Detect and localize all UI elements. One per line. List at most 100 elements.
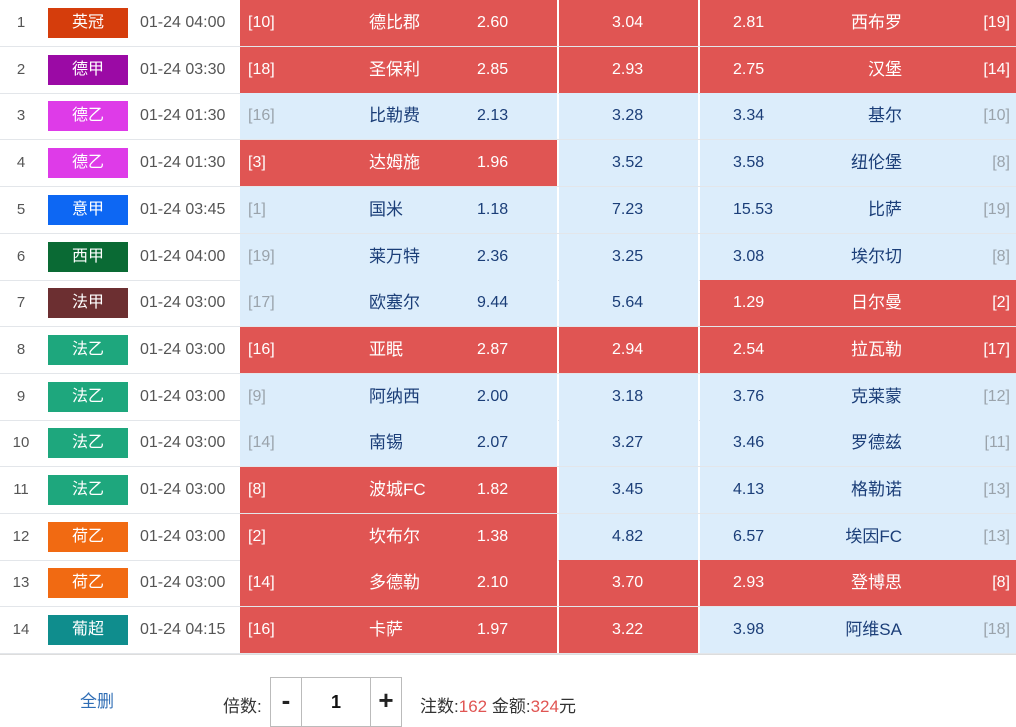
away-team: 登博思 (851, 573, 902, 593)
draw-odds: 3.25 (612, 247, 644, 265)
away-win-option[interactable]: 3.46 罗德兹 [11] (700, 420, 1016, 467)
league-badge: 西甲 (48, 241, 128, 272)
home-odds: 1.82 (477, 481, 509, 498)
draw-option[interactable]: 7.23 (559, 186, 699, 233)
draw-option[interactable]: 3.70 (559, 560, 699, 607)
home-rank: [17] (248, 294, 275, 312)
away-rank: [10] (983, 107, 1010, 125)
increase-button[interactable]: + (370, 678, 401, 726)
league-badge: 法乙 (48, 334, 128, 365)
draw-option[interactable]: 3.22 (559, 607, 699, 654)
home-win-option[interactable]: [8] 波城FC 1.82 (240, 467, 558, 513)
away-win-option[interactable]: 15.53 比萨 [19] (700, 186, 1016, 233)
away-win-option[interactable]: 2.54 拉瓦勒 [17] (700, 326, 1016, 373)
row-number: 13 (12, 574, 30, 592)
draw-option[interactable]: 3.52 (559, 140, 699, 187)
row-number: 5 (16, 200, 26, 218)
home-win-option[interactable]: [3] 达姆施 1.96 (240, 140, 558, 187)
home-win-option[interactable]: [1] 国米 1.18 (240, 186, 558, 233)
draw-option[interactable]: 2.93 (559, 46, 699, 93)
clear-all-button[interactable]: 全删 (80, 692, 114, 711)
away-team: 基尔 (868, 106, 902, 126)
league-badge: 德乙 (48, 101, 128, 132)
draw-odds: 5.64 (612, 294, 644, 312)
home-win-option[interactable]: [16] 亚眠 2.87 (240, 326, 558, 373)
away-win-option[interactable]: 3.98 阿维SA [18] (700, 607, 1016, 654)
away-team: 日尔曼 (851, 293, 902, 313)
away-odds: 3.34 (733, 107, 765, 125)
home-win-option[interactable]: [2] 坎布尔 1.38 (240, 513, 558, 560)
draw-option[interactable]: 3.18 (559, 373, 699, 420)
multiplier-input[interactable]: 1 (330, 692, 341, 712)
match-time: 01-24 04:00 (140, 247, 226, 265)
draw-odds: 2.93 (612, 60, 644, 78)
away-rank: [18] (983, 621, 1010, 639)
home-win-option[interactable]: [18] 圣保利 2.85 (240, 46, 558, 93)
away-win-option[interactable]: 2.75 汉堡 [14] (700, 46, 1016, 93)
draw-option[interactable]: 3.04 (559, 0, 699, 46)
row-number: 4 (16, 154, 26, 172)
match-time: 01-24 03:30 (140, 60, 226, 78)
bet-footer: 全删 倍数: - 1 + 注数:162 金额:324元 (0, 654, 1016, 727)
home-win-option[interactable]: [16] 卡萨 1.97 (240, 607, 558, 654)
draw-option[interactable]: 2.94 (559, 326, 699, 373)
decrease-button[interactable]: - (271, 678, 302, 726)
match-row: 7 法甲 01-24 03:00 [17] 欧塞尔 9.44 5.64 1.29 日尔曼 [2] (0, 280, 1016, 328)
away-win-option[interactable]: 1.29 日尔曼 [2] (700, 280, 1016, 327)
away-win-option[interactable]: 6.57 埃因FC [13] (700, 513, 1016, 560)
home-team: 圣保利 (369, 59, 420, 79)
match-time: 01-24 04:15 (140, 621, 226, 639)
home-rank: [8] (248, 481, 266, 498)
home-rank: [19] (248, 247, 275, 265)
away-win-option[interactable]: 3.08 埃尔切 [8] (700, 233, 1016, 280)
away-win-option[interactable]: 3.58 纽伦堡 [8] (700, 140, 1016, 187)
home-win-option[interactable]: [16] 比勒费 2.13 (240, 93, 558, 140)
home-win-option[interactable]: [9] 阿纳西 2.00 (240, 373, 558, 420)
home-rank: [9] (248, 387, 266, 405)
draw-odds: 3.28 (612, 107, 644, 125)
away-win-option[interactable]: 3.76 克莱蒙 [12] (700, 373, 1016, 420)
match-row: 8 法乙 01-24 03:00 [16] 亚眠 2.87 2.94 2.54 拉瓦勒 [17] (0, 326, 1016, 374)
home-win-option[interactable]: [19] 莱万特 2.36 (240, 233, 558, 280)
draw-option[interactable]: 3.25 (559, 233, 699, 280)
home-win-option[interactable]: [17] 欧塞尔 9.44 (240, 280, 558, 327)
home-win-option[interactable]: [10] 德比郡 2.60 (240, 0, 558, 46)
home-odds: 2.85 (477, 60, 509, 78)
home-win-option[interactable]: [14] 南锡 2.07 (240, 420, 558, 467)
home-odds: 2.07 (477, 434, 509, 452)
draw-option[interactable]: 3.45 (559, 467, 699, 513)
away-win-option[interactable]: 2.81 西布罗 [19] (700, 0, 1016, 46)
home-rank: [16] (248, 107, 275, 125)
league-badge: 葡超 (48, 615, 128, 646)
home-team: 坎布尔 (369, 526, 420, 546)
multiplier-label: 倍数: (223, 697, 262, 716)
away-rank: [8] (992, 154, 1010, 172)
home-team: 亚眠 (369, 339, 403, 359)
away-win-option[interactable]: 2.93 登博思 [8] (700, 560, 1016, 607)
home-rank: [16] (248, 340, 275, 358)
away-odds: 3.76 (733, 387, 765, 405)
draw-odds: 7.23 (612, 200, 644, 218)
away-win-option[interactable]: 4.13 格勒诺 [13] (700, 467, 1016, 513)
match-time: 01-24 01:30 (140, 154, 226, 172)
away-odds: 2.75 (733, 60, 765, 78)
home-odds: 1.38 (477, 527, 509, 545)
away-team: 西布罗 (851, 13, 902, 32)
away-odds: 2.54 (733, 340, 765, 358)
row-number: 7 (16, 294, 26, 312)
match-time: 01-24 04:00 (140, 14, 226, 31)
draw-option[interactable]: 4.82 (559, 513, 699, 560)
draw-odds: 4.82 (612, 527, 644, 545)
draw-option[interactable]: 3.27 (559, 420, 699, 467)
row-number: 9 (16, 387, 26, 405)
home-rank: [10] (248, 14, 275, 31)
draw-option[interactable]: 3.28 (559, 93, 699, 140)
draw-option[interactable]: 5.64 (559, 280, 699, 327)
away-team: 埃尔切 (851, 246, 902, 266)
home-win-option[interactable]: [14] 多德勒 2.10 (240, 560, 558, 607)
away-rank: [19] (983, 14, 1010, 31)
draw-odds: 3.70 (612, 574, 644, 592)
home-odds: 2.87 (477, 340, 509, 358)
amount-value: 324 (530, 697, 559, 716)
away-win-option[interactable]: 3.34 基尔 [10] (700, 93, 1016, 140)
